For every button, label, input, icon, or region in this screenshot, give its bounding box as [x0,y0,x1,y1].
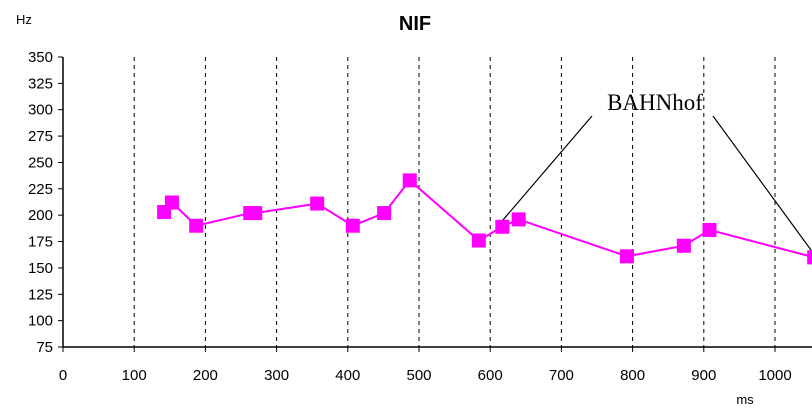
y-axis-unit: Hz [16,12,32,27]
y-tick-label-350: 350 [28,49,53,66]
data-point-2 [164,195,179,210]
y-tick-label-225: 225 [28,181,53,198]
y-tick-label-275: 275 [28,128,53,145]
series-line [163,178,812,258]
data-point-10 [471,233,486,248]
x-tick-label-800: 800 [620,367,645,384]
x-tick-label-1000: 1000 [758,367,791,384]
y-tick-label-300: 300 [28,102,53,119]
annotations: BAHNhof [501,90,812,252]
data-series [157,173,812,265]
data-point-15 [702,222,717,237]
y-tick-label-200: 200 [28,207,53,224]
x-tick-label-500: 500 [406,367,431,384]
y-tick-label-250: 250 [28,154,53,171]
chart-title: NIF [399,13,431,35]
y-tick-label-75: 75 [36,339,53,356]
data-point-14 [676,238,691,253]
y-tick-labels: 75 100 125 150 175 200 225 250 275 300 325 350 [28,49,53,356]
x-tick-label-300: 300 [264,367,289,384]
annotation-label: BAHNhof [607,90,703,115]
x-tick-label-400: 400 [335,367,360,384]
y-tick-label-175: 175 [28,234,53,251]
x-tick-label-600: 600 [478,367,503,384]
axes [58,56,812,352]
data-point-12 [511,212,526,227]
grid-lines [133,57,776,347]
y-tick-label-100: 100 [28,313,53,330]
x-tick-label-200: 200 [193,367,218,384]
data-point-9 [402,173,417,188]
data-point-11 [495,219,510,234]
x-axis-unit: ms [736,392,754,407]
x-tick-labels: 0 100 200 300 400 500 600 700 800 900 1000 [59,367,792,384]
annotation-pointer-2 [712,115,812,252]
annotation-pointer-1 [501,115,593,222]
y-tick-label-150: 150 [28,260,53,277]
x-tick-label-700: 700 [549,367,574,384]
y-tick-label-325: 325 [28,75,53,92]
data-point-5 [248,206,263,221]
y-tick-label-125: 125 [28,286,53,303]
data-point-7 [345,218,360,233]
x-tick-label-900: 900 [691,367,716,384]
x-tick-label-100: 100 [122,367,147,384]
data-point-16 [807,250,812,265]
data-point-6 [310,196,325,211]
x-tick-label-0: 0 [59,367,67,384]
data-point-8 [377,206,392,221]
data-point-13 [619,249,634,264]
data-point-3 [189,218,204,233]
